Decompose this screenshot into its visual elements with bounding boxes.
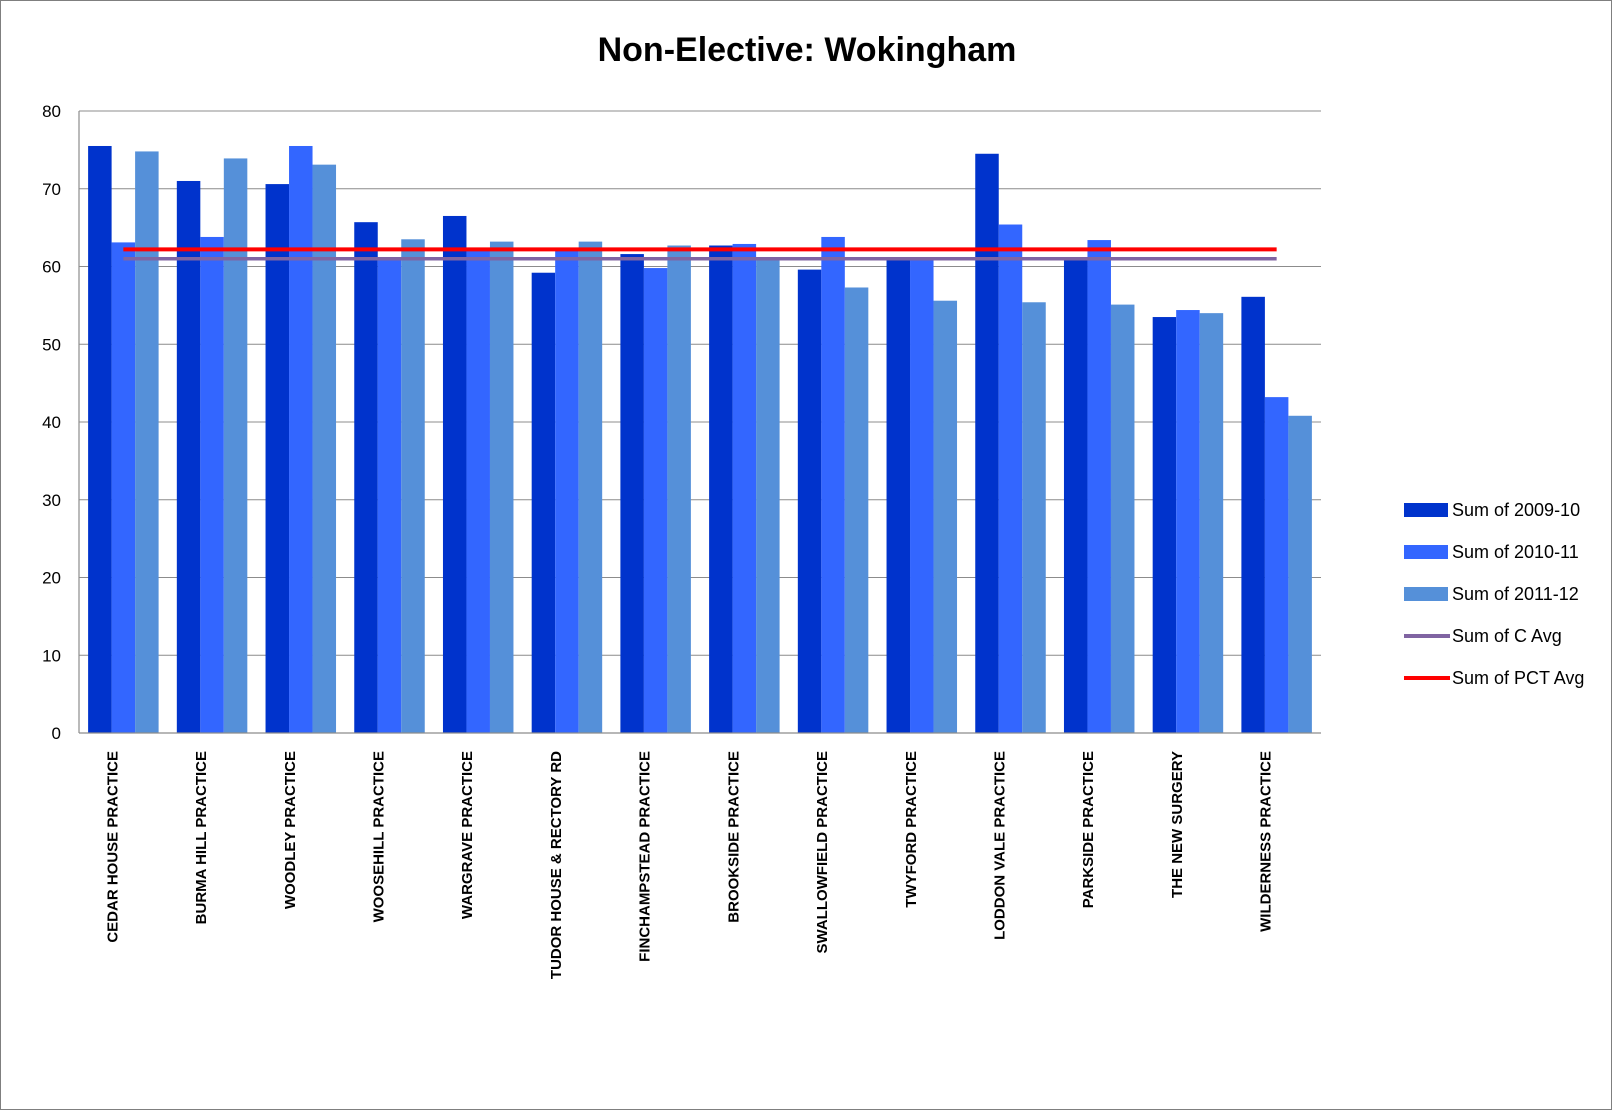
x-category-label: BROOKSIDE PRACTICE [725, 751, 742, 923]
bar [312, 164, 337, 733]
legend-label: Sum of 2009-10 [1452, 500, 1580, 520]
bar [401, 239, 425, 733]
bar [466, 250, 490, 733]
bar [442, 215, 467, 733]
bar [1199, 313, 1224, 733]
x-category-label: THE NEW SURGERY [1169, 751, 1186, 898]
x-category-label: BURMA HILL PRACTICE [193, 751, 210, 924]
bar [975, 153, 999, 733]
y-tick-label: 50 [42, 335, 61, 354]
bar [176, 180, 201, 734]
bar [1264, 397, 1289, 733]
bar [933, 300, 958, 733]
bar [643, 268, 668, 733]
y-tick-label: 40 [42, 413, 61, 432]
x-category-label: WILDERNESS PRACTICE [1258, 751, 1275, 932]
x-category-label: TUDOR HOUSE & RECTORY RD [548, 751, 565, 979]
bar [1288, 415, 1312, 733]
y-tick-label: 10 [42, 646, 61, 665]
bar [998, 224, 1023, 733]
legend-swatch [1404, 503, 1448, 517]
bar [844, 287, 869, 733]
x-category-label: CEDAR HOUSE PRACTICE [104, 751, 121, 943]
bar [797, 269, 822, 733]
average-lines [123, 247, 1277, 261]
bars [88, 145, 1312, 734]
legend-swatch [1404, 545, 1448, 559]
bar [886, 260, 911, 733]
bar [709, 245, 733, 733]
bar [265, 184, 290, 733]
x-category-labels: CEDAR HOUSE PRACTICE BURMA HILL PRACTICE W… [104, 751, 1274, 979]
bar [354, 222, 378, 733]
bar [1176, 310, 1200, 733]
bar [1241, 296, 1265, 733]
bar [289, 145, 313, 734]
bar [555, 250, 579, 733]
bar [88, 145, 112, 734]
legend-label: Sum of C Avg [1452, 626, 1562, 646]
y-tick-label: 70 [42, 180, 61, 199]
bar [531, 272, 556, 733]
bar [732, 243, 757, 733]
x-category-label: LODDON VALE PRACTICE [991, 751, 1008, 940]
bar [1063, 258, 1088, 733]
bar [756, 258, 780, 733]
chart-title: Non-Elective: Wokingham [598, 31, 1017, 69]
x-category-label: WARGRAVE PRACTICE [459, 751, 476, 919]
y-tick-label: 60 [42, 258, 61, 277]
bar [111, 242, 136, 733]
bar [1110, 304, 1135, 733]
bar [1022, 302, 1046, 733]
x-category-label: PARKSIDE PRACTICE [1080, 751, 1097, 908]
bar [377, 258, 402, 733]
y-tick-label: 80 [42, 102, 61, 121]
bar [667, 245, 691, 733]
legend-label: Sum of 2010-11 [1452, 542, 1579, 562]
y-tick-labels: 0 10 20 30 40 50 60 70 80 [42, 102, 61, 743]
gridlines [79, 110, 1321, 656]
x-category-label: SWALLOWFIELD PRACTICE [814, 751, 831, 954]
y-tick-label: 0 [52, 724, 61, 743]
legend-swatch [1404, 587, 1448, 601]
x-category-label: TWYFORD PRACTICE [903, 751, 920, 908]
legend-label: Sum of PCT Avg [1452, 668, 1584, 688]
y-tick-label: 20 [42, 569, 61, 588]
bar [910, 258, 934, 733]
axes [78, 111, 1321, 734]
bar [578, 241, 603, 733]
bar [223, 158, 248, 734]
bar [1087, 240, 1111, 733]
bar [1152, 317, 1177, 733]
legend-label: Sum of 2011-12 [1452, 584, 1579, 604]
bar [200, 236, 224, 733]
bar [135, 151, 159, 733]
bar [620, 254, 644, 733]
x-category-label: WOOSEHILL PRACTICE [370, 751, 387, 922]
bar [489, 241, 514, 733]
bar [821, 236, 845, 733]
legend: Sum of 2009-10 Sum of 2010-11 Sum of 2011-… [1404, 500, 1584, 688]
x-category-label: FINCHAMPSTEAD PRACTICE [637, 751, 654, 962]
x-category-label: WOODLEY PRACTICE [282, 751, 299, 909]
y-tick-label: 30 [42, 491, 61, 510]
